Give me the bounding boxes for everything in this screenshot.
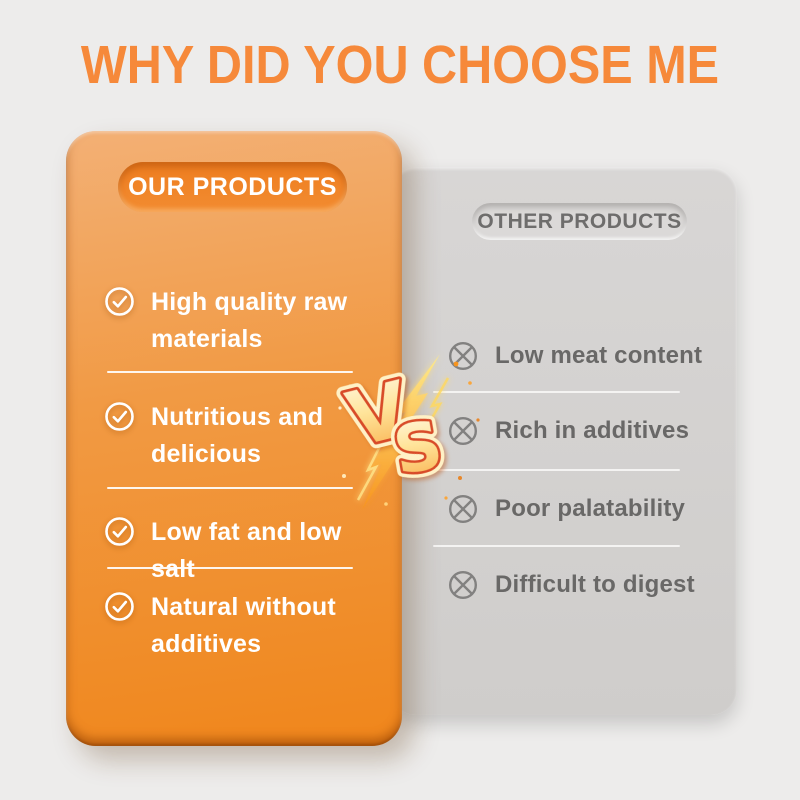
other-products-header-pill: OTHER PRODUCTS [472, 203, 687, 240]
our-product-label: Natural without additives [151, 593, 336, 658]
our-divider [107, 567, 353, 569]
check-circle-icon [105, 402, 134, 431]
other-divider [433, 469, 680, 471]
our-products-header-label: OUR PRODUCTS [128, 172, 337, 201]
our-product-label: Low fat and low salt [151, 518, 342, 583]
our-product-row: High quality raw materials [104, 284, 366, 358]
vs-badge: V V S S [328, 350, 496, 518]
our-products-list: High quality raw materials Nutritious an… [66, 131, 402, 746]
other-product-label: Poor palatability [495, 495, 686, 522]
our-product-row: Low fat and low salt [104, 514, 366, 588]
our-products-panel: OUR PRODUCTS High quality raw materials … [66, 131, 402, 746]
other-product-label: Difficult to digest [495, 571, 695, 598]
our-divider [107, 371, 353, 373]
x-circle-icon [448, 570, 478, 600]
check-circle-icon [105, 287, 134, 316]
other-product-label: Low meat content [495, 342, 703, 369]
other-products-header-label: OTHER PRODUCTS [477, 209, 682, 233]
x-circle-icon [448, 341, 478, 371]
spark-dots-icon [338, 361, 480, 506]
vs-letter-s: S S [382, 400, 454, 496]
other-products-list: Low meat content Rich in additives Poor … [390, 167, 737, 715]
check-circle-icon [105, 592, 134, 621]
other-product-row: Rich in additives [448, 416, 718, 446]
lightning-bolt-icon [356, 354, 450, 510]
our-product-row: Natural without additives [104, 589, 366, 663]
check-circle-icon [105, 517, 134, 546]
our-product-label: High quality raw materials [151, 288, 348, 353]
x-circle-icon [448, 416, 478, 446]
other-product-row: Low meat content [448, 341, 718, 371]
our-product-row: Nutritious and delicious [104, 399, 366, 473]
other-products-panel: OTHER PRODUCTS Low meat content Rich in … [390, 167, 737, 715]
svg-text:S: S [388, 406, 448, 490]
other-divider [433, 545, 680, 547]
our-products-header-pill: OUR PRODUCTS [118, 162, 347, 212]
our-product-label: Nutritious and delicious [151, 403, 324, 468]
vs-badge-graphic: V V S S [332, 354, 480, 510]
other-divider [433, 391, 680, 393]
other-product-label: Rich in additives [495, 417, 690, 444]
page-title: WHY DID YOU CHOOSE ME [80, 35, 720, 95]
other-product-row: Difficult to digest [448, 570, 718, 600]
x-circle-icon [448, 494, 478, 524]
other-product-row: Poor palatability [448, 494, 718, 524]
our-divider [107, 487, 353, 489]
